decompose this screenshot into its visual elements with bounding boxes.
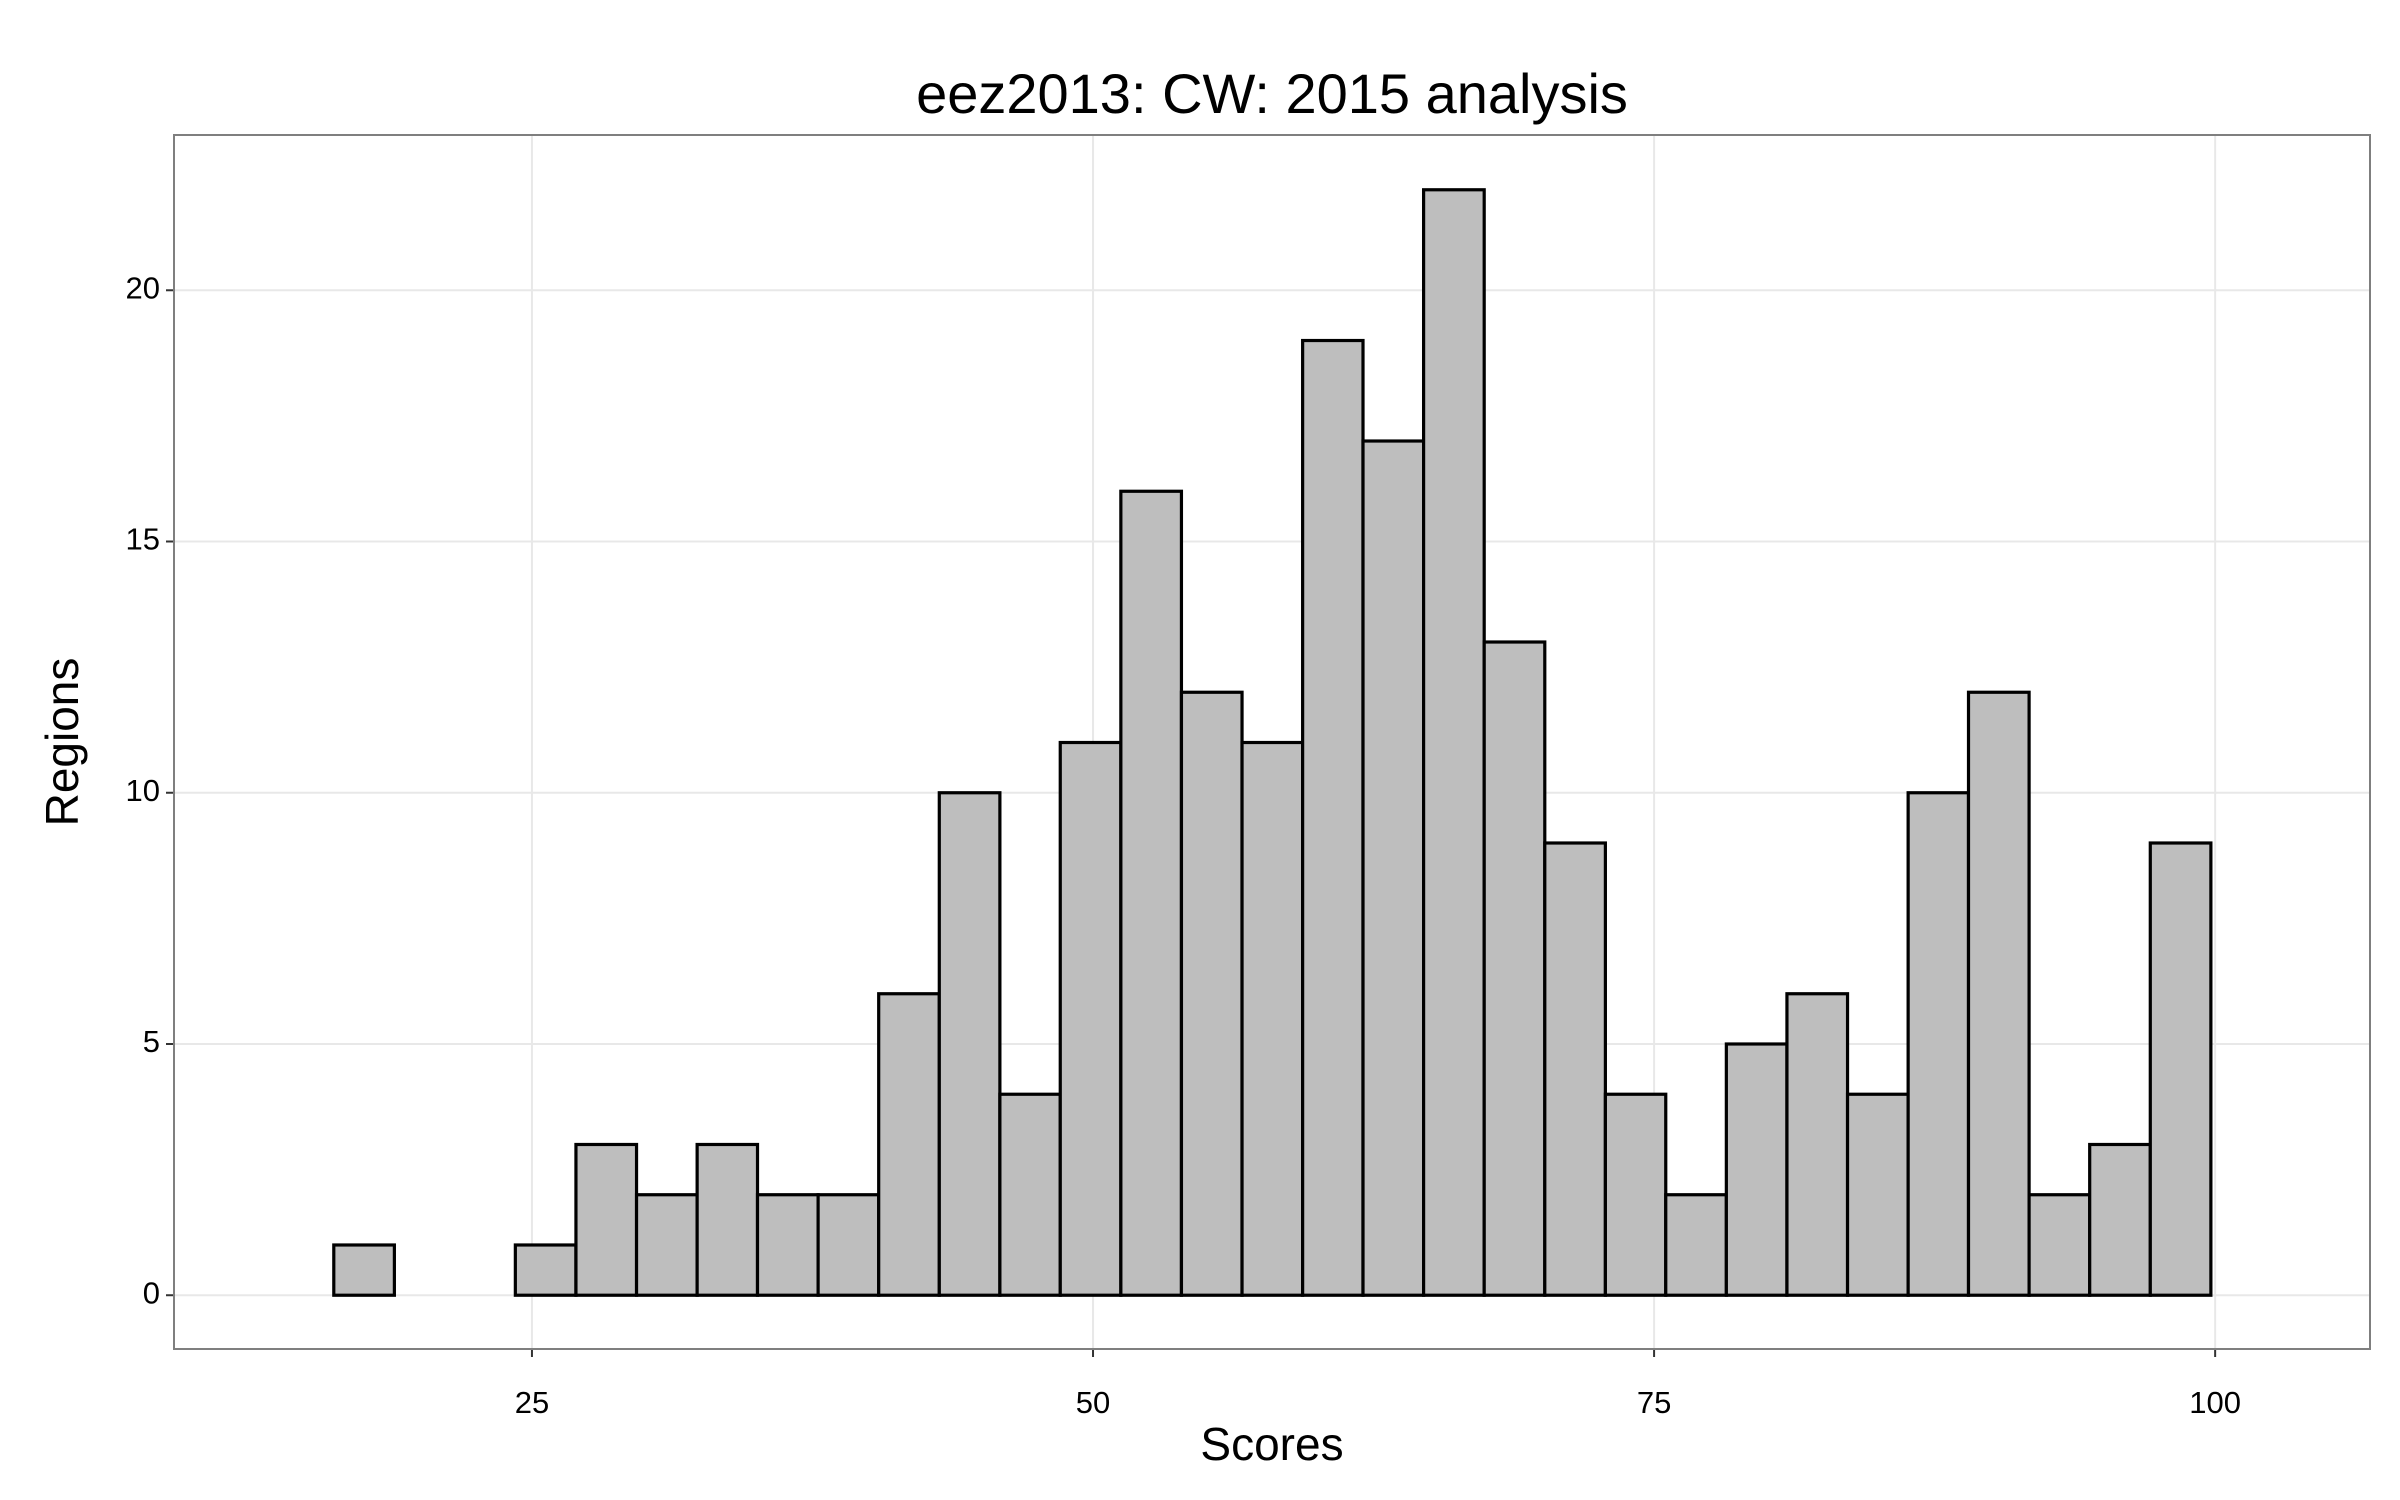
bar — [2148, 841, 2213, 1297]
bar — [816, 1193, 881, 1297]
bar — [1603, 1092, 1668, 1297]
x-axis-title: Scores — [1200, 1418, 1343, 1470]
plot-border — [173, 134, 2371, 1350]
bar — [877, 992, 941, 1297]
y-tick-label: 5 — [143, 1024, 160, 1059]
bar — [634, 1193, 699, 1297]
bar — [937, 791, 1002, 1297]
bar — [1543, 841, 1607, 1297]
bar — [1785, 992, 1850, 1297]
bar — [1361, 439, 1426, 1297]
bar — [1179, 690, 1244, 1297]
bar — [1119, 489, 1184, 1297]
bar — [695, 1142, 760, 1297]
y-tick-label: 0 — [143, 1275, 160, 1310]
bar — [1240, 740, 1305, 1297]
bar — [1421, 188, 1486, 1297]
bar — [332, 1243, 396, 1297]
y-tick-label: 10 — [126, 773, 160, 808]
bar — [2027, 1193, 2092, 1297]
bar — [1482, 640, 1547, 1297]
x-tick-label: 50 — [1076, 1385, 1110, 1420]
x-tick-label: 100 — [2189, 1385, 2241, 1420]
bar — [1301, 338, 1365, 1297]
bar — [1906, 791, 1971, 1297]
bar — [513, 1243, 578, 1297]
bar — [1058, 740, 1123, 1297]
bar — [998, 1092, 1062, 1297]
bar — [2088, 1142, 2152, 1297]
bar — [1664, 1193, 1728, 1297]
bar — [574, 1142, 639, 1297]
x-tick-label: 75 — [1637, 1385, 1671, 1420]
y-tick-label: 20 — [126, 270, 160, 305]
y-axis-title: Regions — [36, 658, 88, 827]
bar — [1966, 690, 2031, 1297]
chart-title: eez2013: CW: 2015 analysis — [916, 62, 1628, 125]
y-tick-label: 15 — [126, 522, 160, 557]
bar — [1845, 1092, 1910, 1297]
bar — [1724, 1042, 1789, 1297]
bar — [755, 1193, 820, 1297]
x-tick-label: 25 — [515, 1385, 549, 1420]
